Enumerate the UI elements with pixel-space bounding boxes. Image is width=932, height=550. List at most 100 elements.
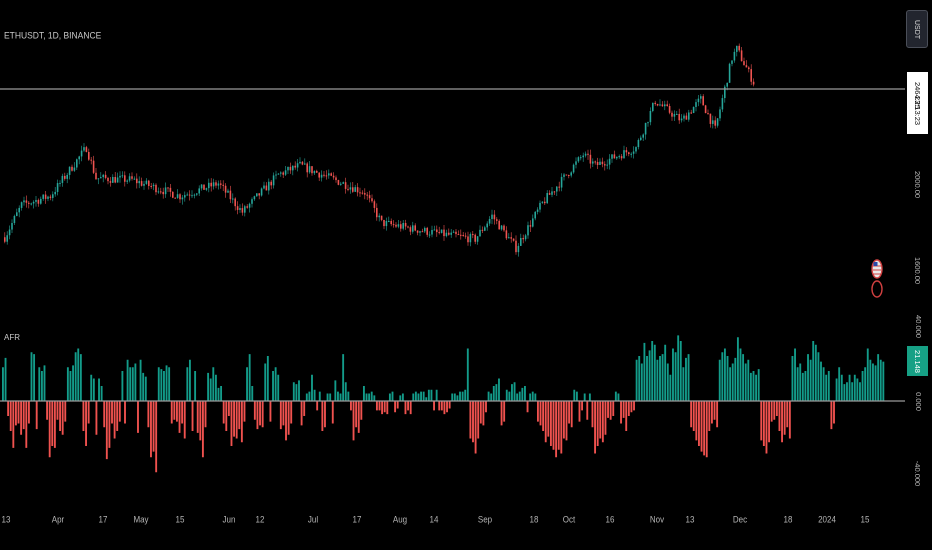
candle-body [198,188,200,194]
histogram-bar [612,401,615,416]
us-flag-icon[interactable] [870,258,884,298]
histogram-bar [456,395,459,402]
candle-body [479,229,481,237]
candle-body [313,170,316,174]
candle-body [654,102,656,104]
histogram-bar [170,401,173,424]
histogram-bar [848,374,851,401]
histogram-bar [547,401,550,437]
candle-body [328,173,330,176]
price-tick: 1600.00 [913,256,923,284]
candle-body [424,227,426,232]
histogram-bar [121,371,124,401]
time-tick: Oct [562,514,576,525]
candle-body [179,194,181,200]
candle-body [532,218,534,227]
candle-body [169,187,172,192]
time-tick: 13 [685,514,695,525]
candle-body [347,188,349,190]
candle-body [508,237,510,239]
histogram-bar [435,389,438,401]
candle-body [642,134,644,138]
candle-body [61,175,64,183]
candle-body [748,67,750,70]
histogram-bar [703,401,706,456]
candle-body [666,104,668,107]
candle-body [208,182,210,189]
candle-body [416,230,419,233]
candle-body [457,234,460,236]
histogram-bar [474,401,477,454]
candle-body [18,207,20,213]
histogram-bar [809,359,812,401]
candle-body [263,185,265,189]
histogram-bar [840,374,843,401]
histogram-bar [781,401,783,443]
histogram-bar [770,401,773,422]
time-tick: Sep [477,514,493,525]
candle-body [157,191,160,193]
candle-body [596,161,599,165]
histogram-bar [129,367,132,401]
candle-body [306,163,308,173]
histogram-bar [586,401,589,420]
candle-body [37,199,40,204]
candle-body [361,192,364,194]
histogram-bar [352,401,355,441]
candle-body [380,215,383,220]
candle-body [448,232,450,235]
candle-body [467,236,469,243]
candle-body [580,157,582,159]
candle-body [280,172,282,174]
candle-body [344,182,347,189]
histogram-bar [209,378,212,401]
histogram-bar [749,372,752,402]
candle-body [184,195,186,198]
histogram-bar [64,401,67,422]
candle-body [611,154,613,159]
histogram-bar [679,341,682,401]
histogram-bar [38,367,41,401]
candle-body [733,51,736,61]
histogram-bar [794,348,796,401]
histogram-bar [311,374,313,401]
histogram-bar [266,356,269,401]
histogram-bar [622,401,625,418]
histogram-bar [212,367,215,401]
histogram-bar [347,391,350,402]
histogram-bar [698,401,700,446]
candle-body [128,176,131,181]
candle-body [109,181,112,183]
candle-body [515,240,517,253]
histogram-bar [412,393,415,401]
histogram-bar [4,357,7,402]
candle-body [212,182,215,187]
candle-body [294,165,296,168]
histogram-bar [856,378,859,401]
candle-body [421,231,424,233]
candle-body [138,181,140,184]
histogram-bar [186,367,189,401]
histogram-bar [500,401,503,426]
candle-body [503,225,505,231]
histogram-bar [524,386,526,401]
histogram-bar [188,359,191,401]
candle-body [308,166,311,173]
candle-body [349,187,352,190]
candle-body [476,236,479,242]
candle-body [323,174,325,176]
candle-body [188,194,191,196]
histogram-bar [150,401,152,458]
currency-button[interactable]: USDT [906,10,928,48]
candle-body [229,190,232,200]
histogram-bar [43,365,46,402]
histogram-bar [264,363,267,401]
candle-body [736,45,738,52]
candle-body [481,229,484,231]
histogram-bar [635,359,638,401]
histogram-bar [838,367,841,401]
time-tick: Jul [307,514,319,525]
candle-body [114,176,116,183]
histogram-bar [414,391,417,402]
